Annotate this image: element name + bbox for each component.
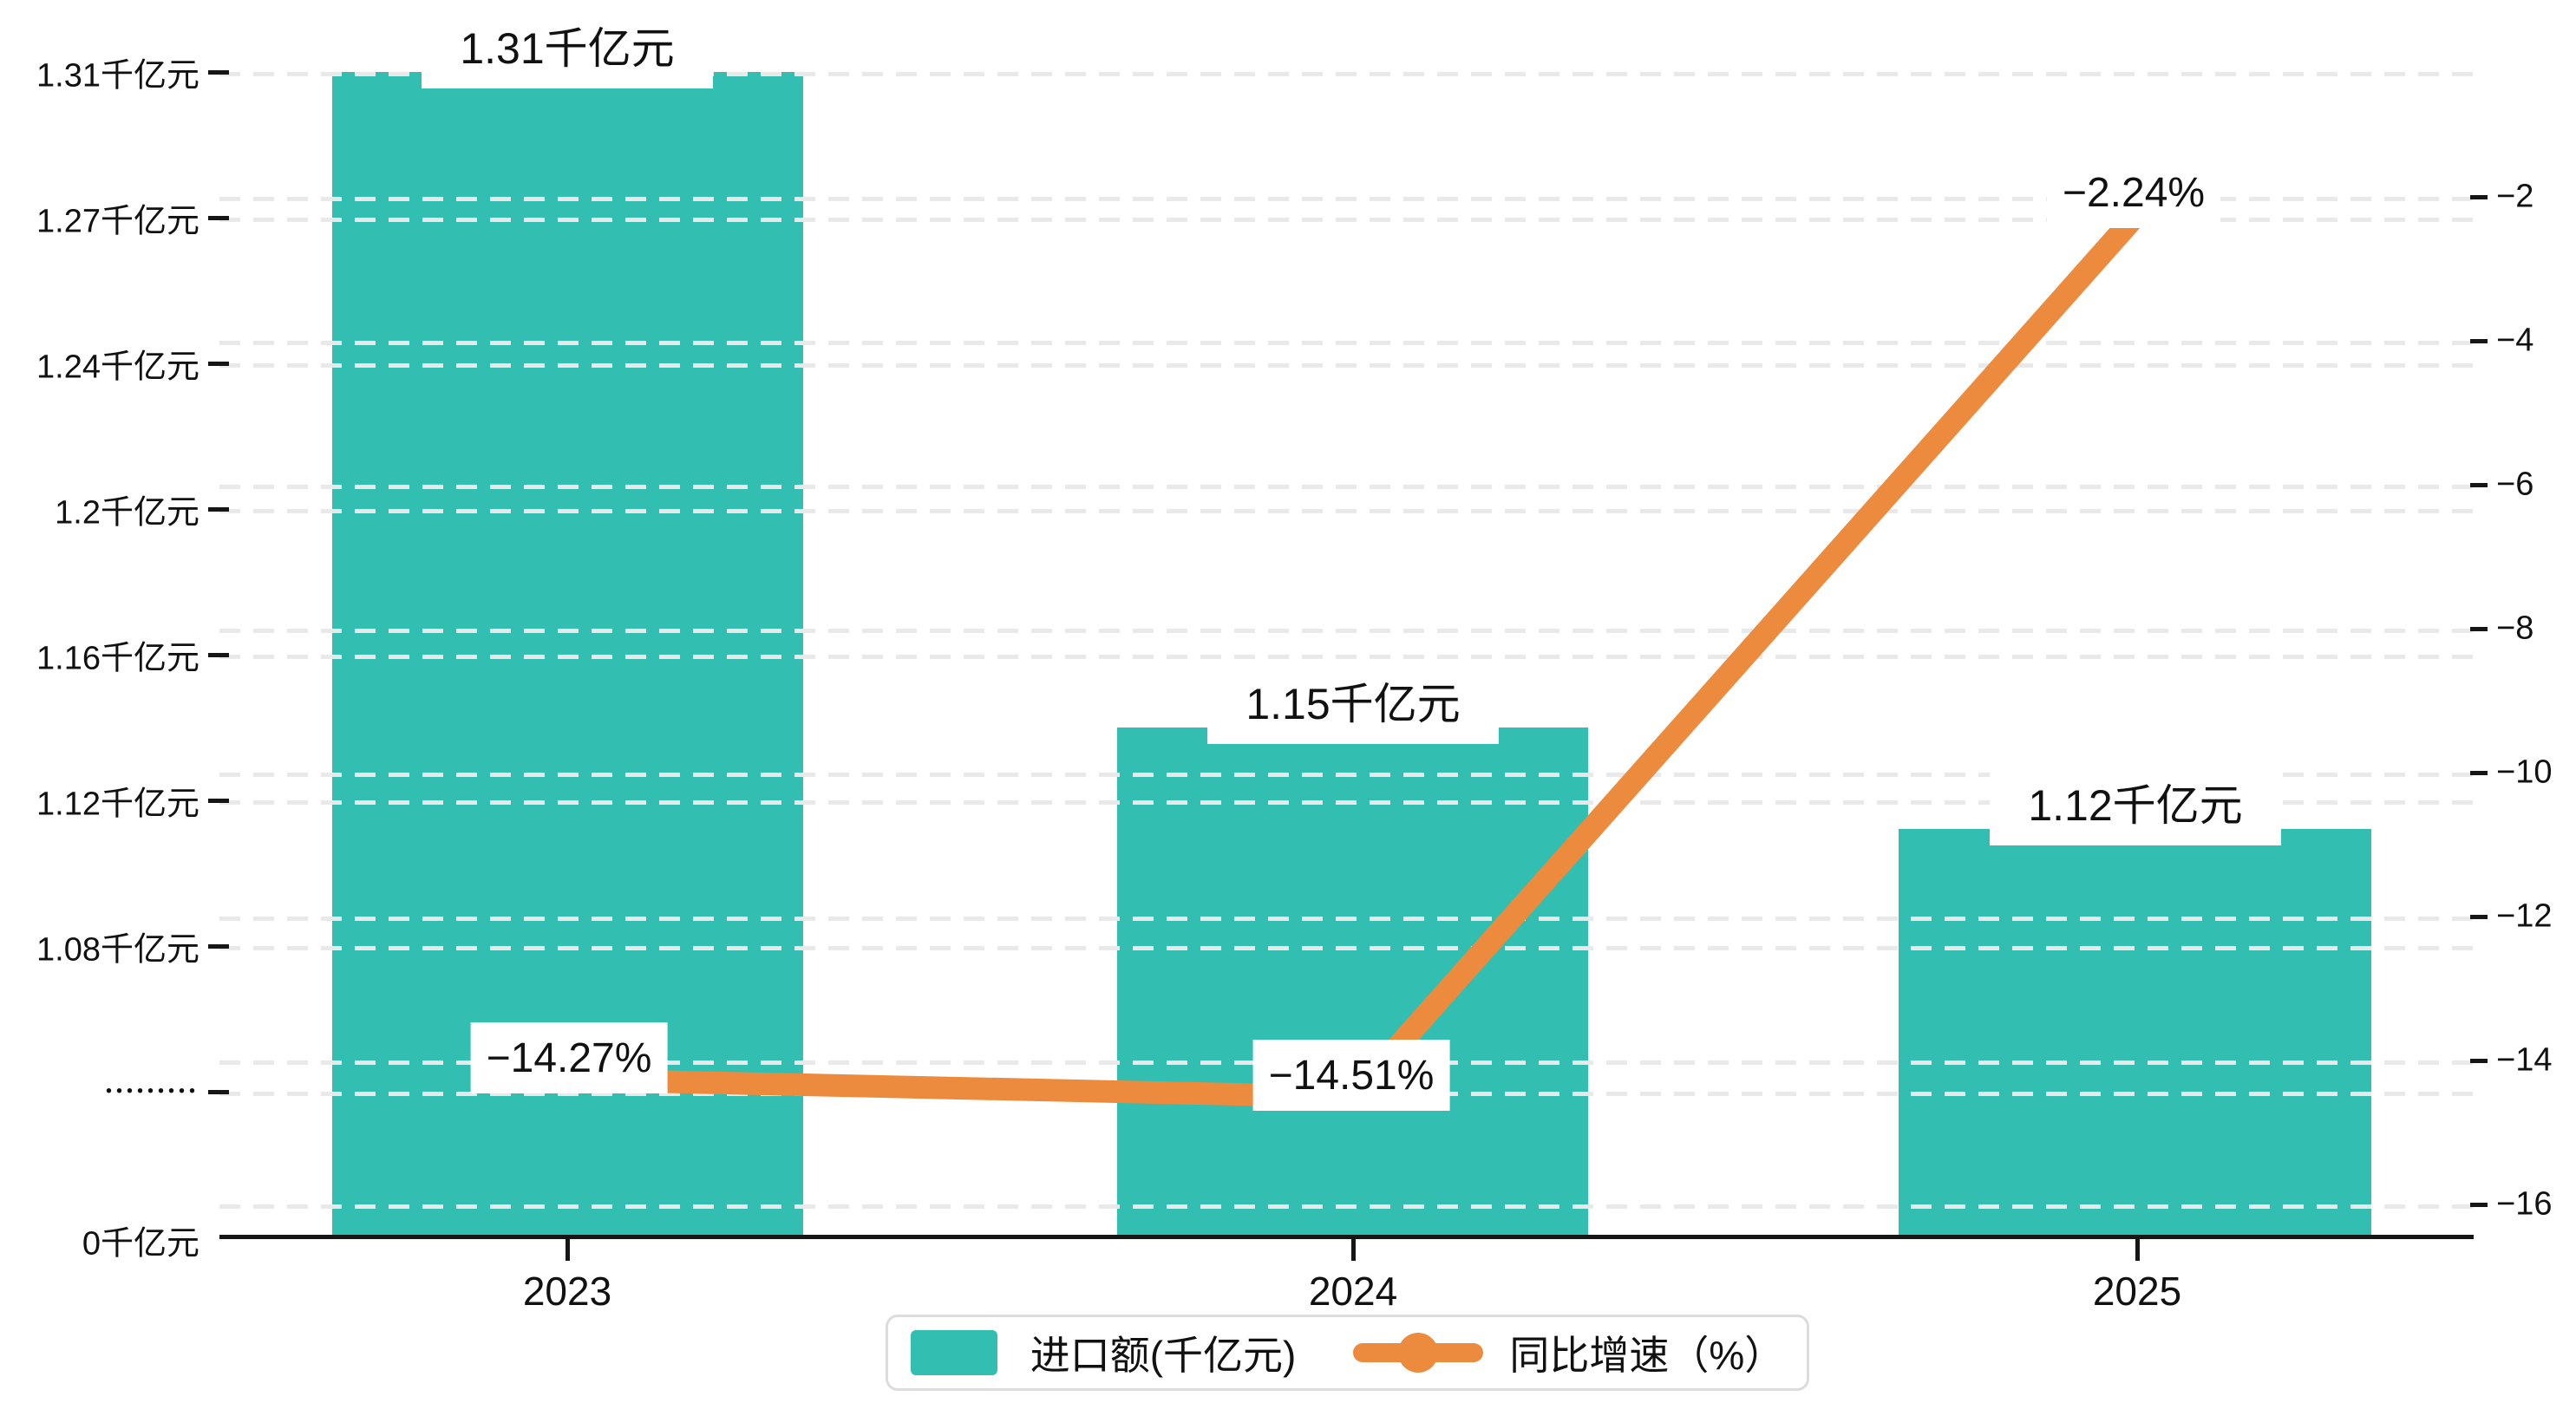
right-axis-tick	[2470, 339, 2488, 343]
gridline	[219, 946, 2474, 950]
left-axis-label: 1.2千亿元	[55, 494, 199, 532]
x-tick-2024	[1351, 1238, 1356, 1261]
right-axis-tick	[2470, 1203, 2488, 1207]
gridline	[219, 629, 2474, 633]
legend-line-dot	[1398, 1333, 1439, 1373]
right-axis-label: −14	[2496, 1041, 2553, 1079]
left-axis-label: 1.12千亿元	[36, 786, 199, 823]
left-axis-label: 1.31千亿元	[36, 57, 199, 95]
right-axis-tick	[2470, 771, 2488, 775]
x-axis-line	[219, 1235, 2474, 1239]
left-axis-tick	[208, 507, 229, 512]
left-axis-tick	[208, 1090, 229, 1094]
gridline	[219, 363, 2474, 368]
gridline	[219, 341, 2474, 345]
gridline	[219, 655, 2474, 659]
gridline	[219, 485, 2474, 489]
bar-value-label-2025: 1.12千亿元	[1990, 762, 2281, 845]
left-axis-tick	[208, 70, 229, 75]
bar-value-text: 1.12千亿元	[2028, 781, 2243, 830]
left-axis-tick	[208, 653, 229, 657]
left-axis-label: 1.24千亿元	[36, 349, 199, 386]
gridline	[219, 197, 2474, 201]
bar-2025[interactable]	[1899, 829, 2371, 1235]
legend-line-marker-icon[interactable]	[1353, 1333, 1484, 1373]
left-axis-label: 1.16千亿元	[36, 640, 199, 677]
x-axis-label-2024: 2024	[1308, 1269, 1398, 1314]
right-axis-label: −12	[2496, 897, 2553, 935]
line-value-label-2025: −2.24%	[2046, 157, 2221, 228]
left-axis-tick	[208, 944, 229, 949]
line-value-label-2023: −14.27%	[470, 1022, 668, 1093]
left-axis-tick	[208, 216, 229, 220]
right-axis-tick	[2470, 627, 2488, 631]
right-axis-tick	[2470, 195, 2488, 199]
right-axis-tick	[2470, 915, 2488, 919]
line-value-text: −14.51%	[1268, 1052, 1435, 1099]
bar-value-text: 1.31千亿元	[460, 24, 675, 73]
right-axis-tick	[2470, 483, 2488, 487]
left-axis-tick	[208, 362, 229, 366]
right-axis-label: −8	[2496, 610, 2534, 647]
gridline	[219, 917, 2474, 921]
right-axis-label: −2	[2496, 178, 2534, 215]
left-axis-label: 1.27千亿元	[36, 203, 199, 240]
bar-value-text: 1.15千亿元	[1246, 680, 1461, 728]
bar-value-label-2023: 1.31千亿元	[422, 5, 713, 88]
legend: 进口额(千亿元) 同比增速（%）	[886, 1315, 1809, 1391]
bar-value-label-2024: 1.15千亿元	[1207, 661, 1499, 744]
right-axis-label: −4	[2496, 322, 2534, 359]
line-value-text: −2.24%	[2062, 169, 2206, 216]
x-tick-2023	[566, 1238, 570, 1261]
right-axis-label: −6	[2496, 466, 2534, 503]
gridline	[219, 1204, 2474, 1209]
left-axis-break-label: •••••••••	[105, 1081, 199, 1101]
x-tick-2025	[2135, 1238, 2140, 1261]
x-axis-label-2025: 2025	[2092, 1269, 2182, 1314]
line-value-text: −14.27%	[486, 1034, 652, 1081]
x-axis-label-2023: 2023	[522, 1269, 612, 1314]
right-axis-tick	[2470, 1059, 2488, 1063]
right-axis-label: −16	[2496, 1185, 2553, 1223]
gridline	[219, 72, 2474, 76]
gridline	[219, 509, 2474, 513]
left-axis-label: 0千亿元	[82, 1225, 199, 1263]
legend-bar-swatch-icon[interactable]	[910, 1330, 997, 1375]
legend-item-growth[interactable]: 同比增速（%）	[1509, 1333, 1785, 1378]
right-axis-label: −10	[2496, 754, 2553, 791]
left-axis-label: 1.08千亿元	[36, 931, 199, 969]
legend-item-imports[interactable]: 进口额(千亿元)	[1030, 1333, 1297, 1378]
line-value-label-2024: −14.51%	[1252, 1040, 1450, 1111]
left-axis-tick	[208, 799, 229, 803]
